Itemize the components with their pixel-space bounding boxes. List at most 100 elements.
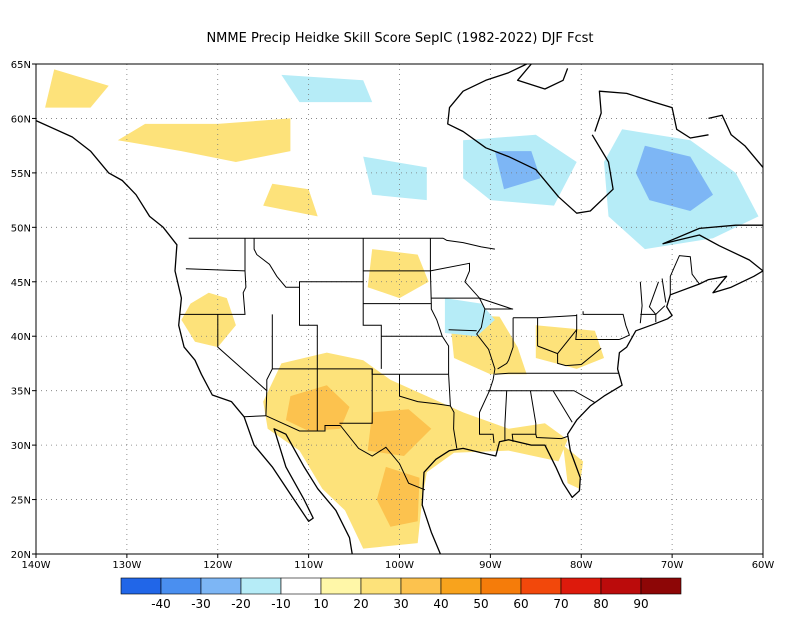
state-boundary [429, 238, 450, 375]
colorbar-swatch [640, 577, 682, 595]
coastline [447, 64, 614, 214]
lon-tick-label: 140W [22, 560, 51, 571]
colorbar-label: 60 [513, 597, 528, 611]
state-boundary [497, 317, 514, 370]
lon-tick-label: 90W [479, 560, 502, 571]
state-boundary [340, 425, 426, 491]
colorbar-label: -10 [271, 597, 291, 611]
colorbar-label: 80 [593, 597, 608, 611]
colorbar-label: 50 [473, 597, 488, 611]
colorbar-label: 70 [553, 597, 568, 611]
colorbar-swatch [320, 577, 362, 595]
lat-tick-label: 35N [11, 387, 31, 398]
skill-region-17 [494, 151, 541, 190]
colorbar-swatch [480, 577, 522, 595]
lat-tick-label: 20N [11, 550, 31, 561]
skill-region-18 [635, 145, 713, 211]
colorbar-label: 30 [393, 597, 408, 611]
state-boundary [430, 262, 496, 443]
colorbar-swatch [520, 577, 562, 595]
state-boundary [504, 390, 508, 441]
lat-tick-label: 50N [11, 223, 31, 234]
state-boundary [185, 268, 246, 272]
colorbar-swatch [400, 577, 442, 595]
political-boundaries [179, 237, 700, 491]
lat-tick-label: 55N [11, 169, 31, 180]
state-boundary [552, 390, 573, 423]
colorbar-swatch [240, 577, 282, 595]
skill-region-3 [376, 466, 420, 527]
coastline [594, 90, 709, 139]
skill-region-4 [367, 249, 429, 299]
colorbar-swatch [440, 577, 482, 595]
state-boundary [442, 237, 495, 250]
colorbar-swatch [120, 577, 162, 595]
state-boundary [537, 345, 558, 355]
lat-tick-label: 65N [11, 60, 31, 71]
state-boundary [535, 434, 568, 440]
coastline [36, 120, 353, 554]
lon-tick-label: 120W [203, 560, 232, 571]
state-boundary [661, 278, 667, 303]
state-boundary [217, 314, 268, 416]
lon-tick-label: 80W [570, 560, 593, 571]
skill-region-10 [45, 69, 109, 108]
state-boundary [582, 311, 631, 340]
lon-tick-label: 130W [112, 560, 141, 571]
state-boundary [253, 238, 382, 369]
lon-tick-label: 70W [661, 560, 684, 571]
state-boundary [339, 368, 373, 424]
state-boundary [494, 372, 619, 375]
lat-tick-label: 30N [11, 441, 31, 452]
map-title: NMME Precip Heidke Skill Score SepIC (19… [206, 31, 593, 46]
skill-region-8 [563, 445, 584, 489]
state-boundary [575, 314, 620, 340]
skill-region-16 [363, 156, 427, 201]
skill-region-15 [281, 74, 373, 103]
lon-tick-label: 60W [752, 560, 775, 571]
state-boundary [448, 329, 477, 332]
colorbar-swatch [160, 577, 202, 595]
state-boundary [479, 297, 513, 310]
state-boundary [648, 281, 659, 323]
longitude-ticks: 140W 130W 120W 110W 100W 90W 80W 70W 60W [22, 554, 775, 571]
colorbar-label: -40 [151, 597, 171, 611]
skill-region-2 [367, 409, 432, 456]
colorbar-label: 20 [353, 597, 368, 611]
colorbar-swatch [200, 577, 242, 595]
lon-tick-label: 100W [385, 560, 414, 571]
state-boundary [557, 329, 602, 367]
skill-shading [45, 69, 759, 549]
coastline [516, 64, 569, 90]
colorbar-label: -30 [191, 597, 211, 611]
state-boundary [669, 255, 700, 295]
colorbar-label: 90 [633, 597, 648, 611]
skill-region-5 [181, 292, 236, 348]
lat-tick-label: 60N [11, 114, 31, 125]
colorbar-swatch [280, 577, 322, 595]
colorbar-swatch [560, 577, 602, 595]
lat-tick-label: 25N [11, 496, 31, 507]
coastlines [36, 64, 763, 554]
state-boundary [266, 314, 273, 391]
state-boundary [399, 374, 451, 407]
coastline [421, 114, 763, 554]
colorbar: -40 -30 -20 -10 10 20 30 40 50 60 70 80 90 [120, 577, 682, 611]
latitude-ticks: 20N 25N 30N 35N 40N 45N 50N 55N 60N 65N [11, 60, 36, 561]
colorbar-label: -20 [231, 597, 251, 611]
state-boundary [640, 305, 666, 315]
state-boundary [244, 415, 341, 432]
colorbar-swatch [360, 577, 402, 595]
lat-tick-label: 45N [11, 278, 31, 289]
skill-region-9 [117, 118, 291, 162]
skill-region-12 [444, 298, 495, 337]
skill-region-11 [263, 183, 318, 217]
lat-tick-label: 40N [11, 332, 31, 343]
colorbar-label: 10 [313, 597, 328, 611]
colorbar-swatch [600, 577, 642, 595]
state-boundary [639, 281, 643, 324]
colorbar-label: 40 [433, 597, 448, 611]
state-boundary [448, 374, 458, 449]
lon-tick-label: 110W [294, 560, 323, 571]
